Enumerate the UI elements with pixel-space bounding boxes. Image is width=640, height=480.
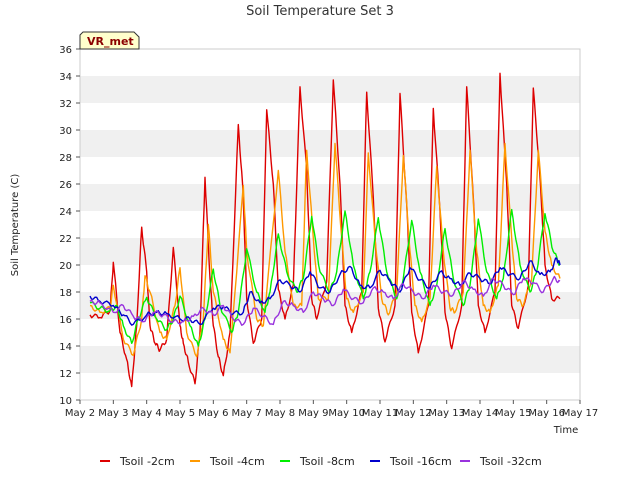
legend: Tsoil -2cm Tsoil -4cm Tsoil -8cm Tsoil -16c… [100,455,542,468]
x-tick-label: May 8 [265,408,295,419]
grid-band [80,211,580,238]
x-tick-label: May 6 [198,408,228,419]
legend-label: Tsoil -16cm [389,455,452,468]
x-tick-label: May 12 [395,408,432,419]
y-tick-label: 30 [59,126,72,137]
x-tick-label: May 4 [132,408,162,419]
grid-band [80,103,580,130]
y-axis: 10 12 14 16 18 20 22 24 26 28 30 32 34 36 [59,45,80,407]
series-line-tsoil-32cm [89,275,561,326]
y-tick-label: 12 [59,369,72,380]
x-tick-label: May 11 [362,408,399,419]
grid-band [80,319,580,346]
x-tick-label: May 2 [65,408,95,419]
grid-bands [80,49,580,400]
legend-label: Tsoil -32cm [479,455,542,468]
y-tick-label: 20 [59,261,72,272]
grid-band [80,49,580,76]
x-tick-label: May 13 [428,408,465,419]
legend-label: Tsoil -4cm [209,455,265,468]
y-tick-label: 16 [59,315,72,326]
x-tick-label: May 16 [528,408,565,419]
y-tick-label: 28 [59,153,72,164]
legend-label: Tsoil -8cm [299,455,355,468]
plot-frame [79,48,581,401]
badge-label: VR_met [87,35,134,48]
y-tick-label: 22 [59,234,72,245]
x-axis-label: Time [553,425,578,436]
legend-label: Tsoil -2cm [119,455,175,468]
x-tick-label: May 10 [328,408,365,419]
x-tick-label: May 9 [298,408,328,419]
y-tick-label: 24 [59,207,72,218]
y-axis-label: Soil Temperature (C) [10,174,21,277]
vr-met-badge: VR_met [79,31,140,50]
grid-band [80,130,580,157]
x-axis: May 2 May 3 May 4 May 5 May 6 May 7 May 8 May 9… [65,400,598,419]
series-line-tsoil-16cm [89,257,561,326]
x-tick-label: May 3 [98,408,128,419]
x-tick-label: May 14 [462,408,499,419]
y-tick-label: 34 [59,72,72,83]
x-tick-label: May 17 [562,408,599,419]
y-tick-label: 32 [59,99,72,110]
grid-band [80,346,580,373]
chart-title: Soil Temperature Set 3 [246,4,394,19]
series-line-tsoil-4cm [89,142,561,358]
grid-band [80,373,580,400]
y-tick-label: 18 [59,288,72,299]
series-line-tsoil-8cm [89,208,561,347]
y-tick-label: 14 [59,342,72,353]
x-tick-label: May 5 [165,408,195,419]
x-tick-label: May 7 [232,408,262,419]
y-tick-label: 26 [59,180,72,191]
x-tick-label: May 15 [495,408,532,419]
y-tick-label: 10 [59,396,72,407]
series-layer [89,72,561,388]
y-tick-label: 36 [59,45,72,56]
grid-band [80,76,580,103]
